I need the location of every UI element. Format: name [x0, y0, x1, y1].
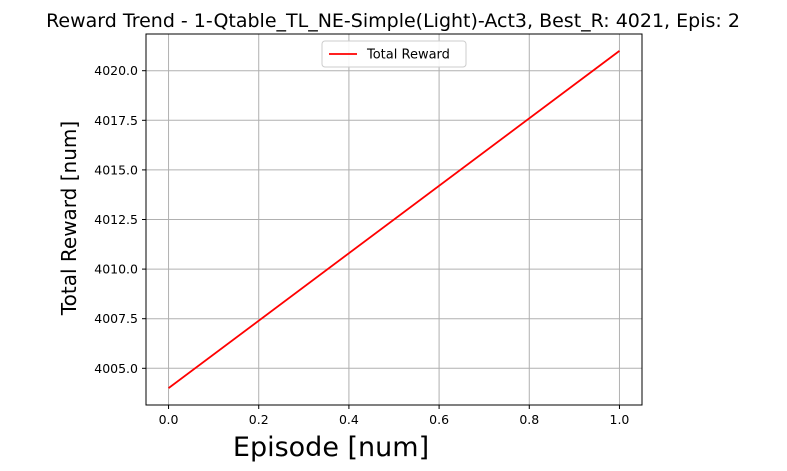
y-tick-label: 4005.0 [94, 361, 138, 376]
x-tick-label: 1.0 [610, 412, 630, 427]
x-axis-ticks: 0.0 0.2 0.4 0.6 0.8 1.0 [159, 405, 630, 427]
x-axis-label: Episode [num] [233, 432, 429, 463]
x-tick-label: 0.2 [249, 412, 269, 427]
legend: Total Reward [321, 40, 467, 68]
y-tick-label: 4012.5 [94, 212, 138, 227]
y-tick-label: 4020.0 [94, 63, 138, 78]
y-axis-ticks: 4005.0 4007.5 4010.0 4012.5 4015.0 4017.5 4020… [94, 63, 146, 376]
y-tick-label: 4010.0 [94, 262, 138, 277]
chart-title: Reward Trend - 1-Qtable_TL_NE-Simple(Lig… [46, 10, 740, 32]
x-tick-label: 0.6 [429, 412, 449, 427]
series-line-total-reward [168, 50, 620, 389]
legend-box [321, 40, 467, 68]
y-axis-label: Total Reward [num] [57, 121, 81, 316]
x-tick-label: 0.0 [159, 412, 179, 427]
plot-frame [145, 33, 643, 406]
grid-lines [146, 34, 642, 405]
series-layer [168, 50, 620, 389]
x-tick-label: 0.8 [519, 412, 539, 427]
legend-label-total-reward: Total Reward [366, 48, 450, 63]
y-tick-label: 4015.0 [94, 162, 138, 177]
y-tick-label: 4007.5 [94, 311, 138, 326]
x-tick-label: 0.4 [339, 412, 359, 427]
y-tick-label: 4017.5 [94, 113, 138, 128]
